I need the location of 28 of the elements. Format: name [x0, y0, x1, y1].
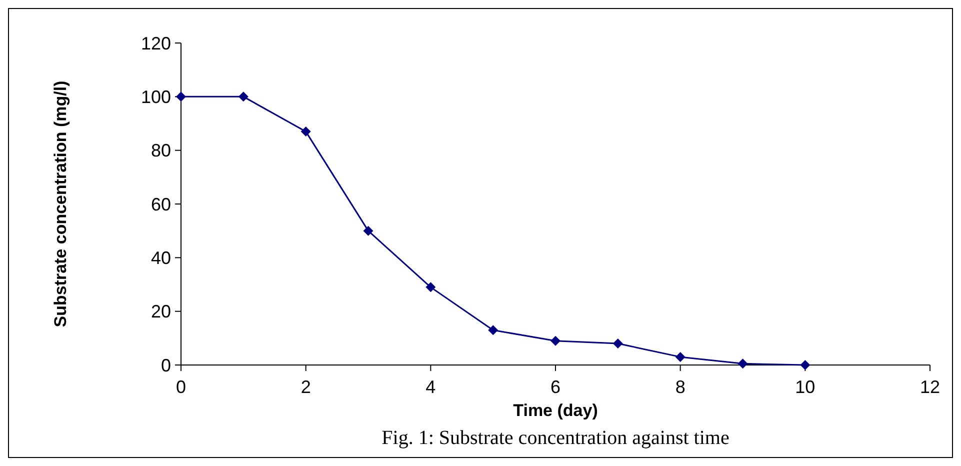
- y-tick-label: 20: [150, 302, 171, 322]
- point: [612, 338, 623, 349]
- caption: Fig. 1: Substrate concentration against time: [382, 427, 730, 449]
- point: [300, 126, 311, 137]
- point: [550, 336, 560, 346]
- x-tick-label: 4: [426, 377, 436, 397]
- x-tick-label: 8: [675, 377, 686, 397]
- y-tick-label: 0: [160, 355, 171, 376]
- x-axis-title: Time (day): [513, 401, 598, 420]
- point: [738, 358, 748, 369]
- point: [675, 352, 686, 362]
- y-tick-label: 60: [150, 194, 171, 214]
- x-tick-label: 6: [550, 377, 561, 397]
- y-tick-label: 100: [140, 86, 171, 107]
- point: [363, 226, 374, 236]
- y-axis-title: Substrate concentration (mg/l): [51, 80, 70, 328]
- point: [488, 325, 498, 336]
- x-tick-label: 10: [795, 377, 816, 397]
- x-tick-label: 0: [176, 377, 186, 397]
- y-tick-label: 120: [140, 33, 171, 54]
- x-tick-label: 2: [300, 377, 311, 397]
- point: [238, 92, 248, 102]
- point: [426, 282, 436, 292]
- y-tick-label: 80: [150, 140, 171, 161]
- x-tick-label: 12: [920, 377, 940, 397]
- y-tick-label: 40: [150, 248, 171, 268]
- point: [800, 360, 810, 370]
- point: [176, 92, 186, 102]
